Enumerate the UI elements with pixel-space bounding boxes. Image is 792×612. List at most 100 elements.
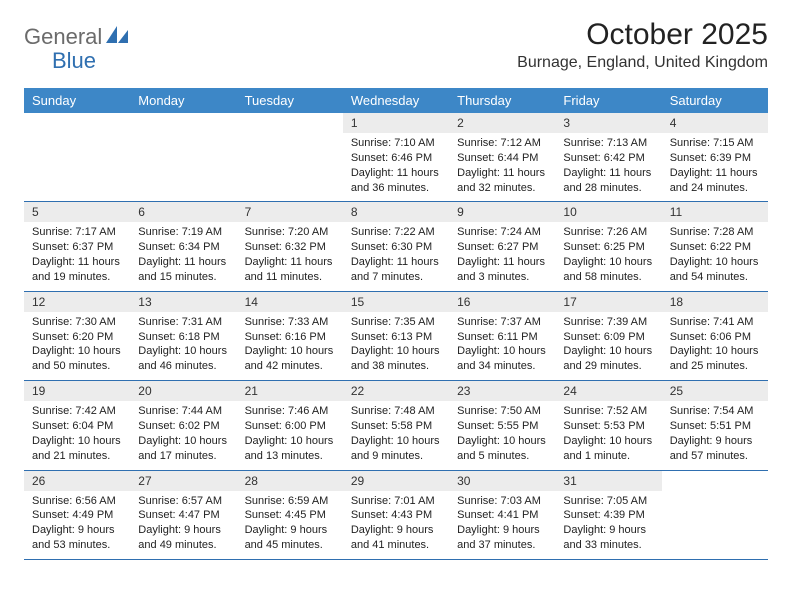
calendar-day-cell: 24Sunrise: 7:52 AMSunset: 5:53 PMDayligh… — [555, 381, 661, 470]
day-number: 31 — [555, 471, 661, 491]
sunset-text: Sunset: 6:46 PM — [351, 151, 441, 166]
calendar-day-cell: 26Sunrise: 6:56 AMSunset: 4:49 PMDayligh… — [24, 470, 130, 559]
day-number: 23 — [449, 381, 555, 401]
sunset-text: Sunset: 4:45 PM — [245, 508, 335, 523]
calendar-day-cell — [130, 113, 236, 202]
calendar-day-cell: 10Sunrise: 7:26 AMSunset: 6:25 PMDayligh… — [555, 202, 661, 291]
calendar-week-row: 19Sunrise: 7:42 AMSunset: 6:04 PMDayligh… — [24, 381, 768, 470]
daylight-text: Daylight: 9 hours and 57 minutes. — [670, 434, 760, 464]
calendar-day-cell: 25Sunrise: 7:54 AMSunset: 5:51 PMDayligh… — [662, 381, 768, 470]
calendar-day-cell: 9Sunrise: 7:24 AMSunset: 6:27 PMDaylight… — [449, 202, 555, 291]
sunset-text: Sunset: 6:34 PM — [138, 240, 228, 255]
day-number: 4 — [662, 113, 768, 133]
day-details: Sunrise: 6:59 AMSunset: 4:45 PMDaylight:… — [237, 491, 343, 559]
sunset-text: Sunset: 4:43 PM — [351, 508, 441, 523]
day-details: Sunrise: 7:24 AMSunset: 6:27 PMDaylight:… — [449, 222, 555, 290]
calendar-day-cell: 1Sunrise: 7:10 AMSunset: 6:46 PMDaylight… — [343, 113, 449, 202]
sunset-text: Sunset: 6:32 PM — [245, 240, 335, 255]
day-number: 24 — [555, 381, 661, 401]
sunrise-text: Sunrise: 7:19 AM — [138, 225, 228, 240]
calendar-day-cell: 21Sunrise: 7:46 AMSunset: 6:00 PMDayligh… — [237, 381, 343, 470]
day-details: Sunrise: 7:54 AMSunset: 5:51 PMDaylight:… — [662, 401, 768, 469]
calendar-day-cell: 8Sunrise: 7:22 AMSunset: 6:30 PMDaylight… — [343, 202, 449, 291]
sunset-text: Sunset: 5:55 PM — [457, 419, 547, 434]
sunset-text: Sunset: 4:47 PM — [138, 508, 228, 523]
sunrise-text: Sunrise: 7:12 AM — [457, 136, 547, 151]
daylight-text: Daylight: 10 hours and 17 minutes. — [138, 434, 228, 464]
day-number: 6 — [130, 202, 236, 222]
calendar-day-cell: 23Sunrise: 7:50 AMSunset: 5:55 PMDayligh… — [449, 381, 555, 470]
sunrise-text: Sunrise: 7:37 AM — [457, 315, 547, 330]
daylight-text: Daylight: 10 hours and 9 minutes. — [351, 434, 441, 464]
daylight-text: Daylight: 11 hours and 28 minutes. — [563, 166, 653, 196]
calendar-table: Sunday Monday Tuesday Wednesday Thursday… — [24, 88, 768, 560]
day-number — [237, 113, 343, 133]
weekday-header: Sunday — [24, 88, 130, 113]
sunrise-text: Sunrise: 7:42 AM — [32, 404, 122, 419]
calendar-day-cell: 19Sunrise: 7:42 AMSunset: 6:04 PMDayligh… — [24, 381, 130, 470]
day-number: 15 — [343, 292, 449, 312]
day-details: Sunrise: 7:28 AMSunset: 6:22 PMDaylight:… — [662, 222, 768, 290]
calendar-day-cell: 20Sunrise: 7:44 AMSunset: 6:02 PMDayligh… — [130, 381, 236, 470]
daylight-text: Daylight: 10 hours and 54 minutes. — [670, 255, 760, 285]
calendar-day-cell: 11Sunrise: 7:28 AMSunset: 6:22 PMDayligh… — [662, 202, 768, 291]
day-number: 7 — [237, 202, 343, 222]
day-details: Sunrise: 7:50 AMSunset: 5:55 PMDaylight:… — [449, 401, 555, 469]
daylight-text: Daylight: 11 hours and 15 minutes. — [138, 255, 228, 285]
calendar-day-cell: 12Sunrise: 7:30 AMSunset: 6:20 PMDayligh… — [24, 291, 130, 380]
day-details: Sunrise: 7:30 AMSunset: 6:20 PMDaylight:… — [24, 312, 130, 380]
day-details: Sunrise: 7:48 AMSunset: 5:58 PMDaylight:… — [343, 401, 449, 469]
sunrise-text: Sunrise: 7:30 AM — [32, 315, 122, 330]
logo: General — [24, 24, 130, 50]
sunrise-text: Sunrise: 7:05 AM — [563, 494, 653, 509]
sunrise-text: Sunrise: 7:15 AM — [670, 136, 760, 151]
calendar-day-cell: 27Sunrise: 6:57 AMSunset: 4:47 PMDayligh… — [130, 470, 236, 559]
day-details: Sunrise: 7:41 AMSunset: 6:06 PMDaylight:… — [662, 312, 768, 380]
sunset-text: Sunset: 6:25 PM — [563, 240, 653, 255]
sunrise-text: Sunrise: 6:59 AM — [245, 494, 335, 509]
calendar-week-row: 1Sunrise: 7:10 AMSunset: 6:46 PMDaylight… — [24, 113, 768, 202]
sunrise-text: Sunrise: 7:01 AM — [351, 494, 441, 509]
day-number: 5 — [24, 202, 130, 222]
calendar-day-cell — [24, 113, 130, 202]
daylight-text: Daylight: 9 hours and 49 minutes. — [138, 523, 228, 553]
sunset-text: Sunset: 4:41 PM — [457, 508, 547, 523]
day-number: 11 — [662, 202, 768, 222]
sunset-text: Sunset: 6:44 PM — [457, 151, 547, 166]
sunset-text: Sunset: 6:22 PM — [670, 240, 760, 255]
day-details: Sunrise: 7:44 AMSunset: 6:02 PMDaylight:… — [130, 401, 236, 469]
calendar-day-cell: 4Sunrise: 7:15 AMSunset: 6:39 PMDaylight… — [662, 113, 768, 202]
day-number: 30 — [449, 471, 555, 491]
sunset-text: Sunset: 6:09 PM — [563, 330, 653, 345]
sunset-text: Sunset: 4:49 PM — [32, 508, 122, 523]
sunrise-text: Sunrise: 7:17 AM — [32, 225, 122, 240]
sunset-text: Sunset: 6:27 PM — [457, 240, 547, 255]
daylight-text: Daylight: 11 hours and 36 minutes. — [351, 166, 441, 196]
day-number: 12 — [24, 292, 130, 312]
sunrise-text: Sunrise: 7:41 AM — [670, 315, 760, 330]
weekday-header: Monday — [130, 88, 236, 113]
sunrise-text: Sunrise: 7:46 AM — [245, 404, 335, 419]
daylight-text: Daylight: 10 hours and 46 minutes. — [138, 344, 228, 374]
sunset-text: Sunset: 6:42 PM — [563, 151, 653, 166]
daylight-text: Daylight: 11 hours and 19 minutes. — [32, 255, 122, 285]
logo-text-general: General — [24, 24, 102, 50]
daylight-text: Daylight: 10 hours and 38 minutes. — [351, 344, 441, 374]
calendar-day-cell: 5Sunrise: 7:17 AMSunset: 6:37 PMDaylight… — [24, 202, 130, 291]
sunset-text: Sunset: 6:18 PM — [138, 330, 228, 345]
sunrise-text: Sunrise: 7:50 AM — [457, 404, 547, 419]
day-details: Sunrise: 7:12 AMSunset: 6:44 PMDaylight:… — [449, 133, 555, 201]
daylight-text: Daylight: 10 hours and 1 minute. — [563, 434, 653, 464]
daylight-text: Daylight: 11 hours and 7 minutes. — [351, 255, 441, 285]
sunrise-text: Sunrise: 7:10 AM — [351, 136, 441, 151]
sunrise-text: Sunrise: 6:56 AM — [32, 494, 122, 509]
sunset-text: Sunset: 6:02 PM — [138, 419, 228, 434]
day-number — [662, 471, 768, 491]
day-details: Sunrise: 7:13 AMSunset: 6:42 PMDaylight:… — [555, 133, 661, 201]
sunset-text: Sunset: 6:11 PM — [457, 330, 547, 345]
sunset-text: Sunset: 6:13 PM — [351, 330, 441, 345]
calendar-day-cell: 15Sunrise: 7:35 AMSunset: 6:13 PMDayligh… — [343, 291, 449, 380]
daylight-text: Daylight: 10 hours and 34 minutes. — [457, 344, 547, 374]
calendar-week-row: 26Sunrise: 6:56 AMSunset: 4:49 PMDayligh… — [24, 470, 768, 559]
calendar-day-cell: 22Sunrise: 7:48 AMSunset: 5:58 PMDayligh… — [343, 381, 449, 470]
